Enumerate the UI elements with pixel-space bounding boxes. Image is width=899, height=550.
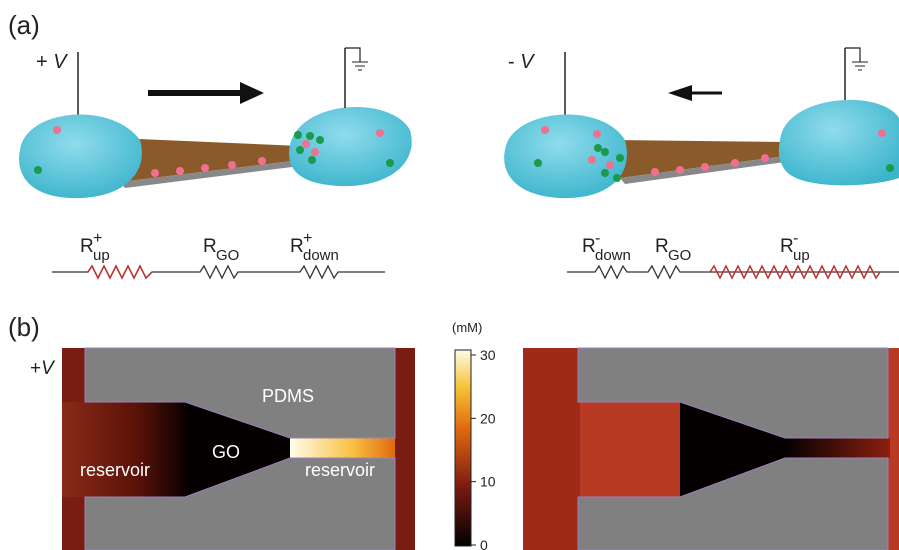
voltage-label: - V [508,51,535,73]
colorbar-tick-label: 0 [480,537,488,550]
resistor-label: RGO [655,236,691,264]
region-label: PDMS [262,386,314,406]
colorbar [455,350,471,546]
colorbar-unit: (mM) [452,320,482,335]
colorbar-tick-label: 30 [480,347,496,363]
region-label: reservoir [305,460,375,480]
concentration-map-right [523,348,899,550]
region-label: GO [212,442,240,462]
device-left [19,48,412,198]
region-label: reservoir [80,460,150,480]
resistor-label: R+up [80,230,110,264]
colorbar-tick-label: 10 [480,474,496,490]
device-right [504,48,899,198]
circuit-right [567,266,899,278]
circuit-left [52,266,385,278]
panel-label: (b) [8,312,40,342]
figure: (a) + V - V R+up RGO R+down R-down RGO R-up (… [0,0,899,550]
colorbar-tick-label: 20 [480,410,496,426]
voltage-label: + V [36,51,68,73]
resistor-label: R-up [780,230,810,264]
resistor-label: RGO [203,236,239,264]
resistor-label: R-down [582,230,631,264]
resistor-label: R+down [290,230,339,264]
panel-label: (a) [8,10,40,40]
voltage-label: +V [30,358,56,379]
